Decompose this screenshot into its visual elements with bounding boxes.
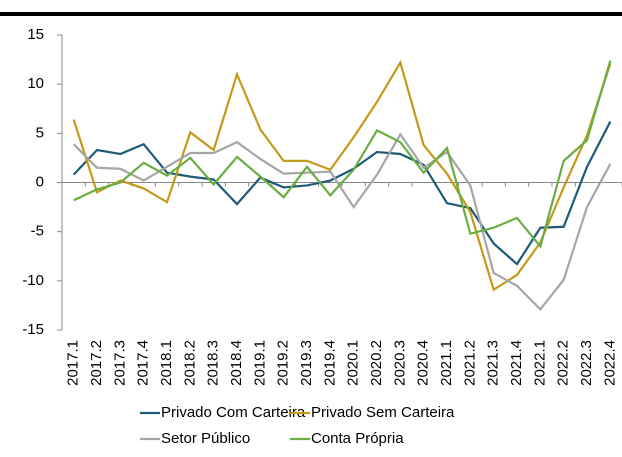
- x-tick-label: 2017.1: [65, 340, 82, 386]
- x-tick-label: 2021.4: [508, 340, 525, 386]
- y-tick-label: -5: [31, 223, 44, 240]
- legend-label: Setor Público: [161, 430, 250, 447]
- x-tick-label: 2019.3: [298, 340, 315, 386]
- legend-label: Privado Com Carteira: [161, 404, 306, 421]
- x-tick-label: 2021.2: [461, 340, 478, 386]
- series-line: [72, 121, 612, 266]
- legend-label: Conta Própria: [311, 430, 404, 447]
- x-tick-label: 2018.1: [158, 340, 175, 386]
- y-tick-label: -15: [22, 321, 44, 338]
- series-line: [72, 59, 612, 292]
- y-tick-label: 0: [36, 173, 44, 190]
- x-tick-label: 2022.2: [555, 340, 572, 386]
- x-tick-label: 2019.1: [251, 340, 268, 386]
- legend-label: Privado Sem Carteira: [311, 404, 455, 421]
- x-tick-label: 2022.1: [531, 340, 548, 386]
- series-line: [73, 60, 612, 249]
- x-tick-label: 2017.4: [135, 340, 152, 386]
- y-tick-label: 15: [27, 26, 44, 43]
- x-tick-label: 2018.3: [205, 340, 222, 386]
- x-tick-label: 2021.1: [438, 340, 455, 386]
- x-tick-label: 2017.2: [88, 340, 105, 386]
- x-tick-label: 2022.4: [601, 340, 618, 386]
- x-tick-label: 2020.3: [391, 340, 408, 386]
- x-tick-label: 2019.4: [321, 340, 338, 386]
- x-tick-label: 2017.3: [111, 340, 128, 386]
- series-line: [72, 132, 612, 312]
- y-tick-label: 10: [27, 75, 44, 92]
- y-tick-label: -10: [22, 272, 44, 289]
- x-tick-label: 2019.2: [275, 340, 292, 386]
- x-tick-label: 2018.4: [228, 340, 245, 386]
- x-tick-label: 2018.2: [181, 340, 198, 386]
- x-tick-label: 2020.1: [345, 340, 362, 386]
- x-tick-label: 2021.3: [485, 340, 502, 386]
- x-tick-label: 2020.2: [368, 340, 385, 386]
- header-rule: [0, 12, 622, 16]
- x-tick-label: 2020.4: [415, 340, 432, 386]
- y-tick-label: 5: [36, 124, 44, 141]
- x-tick-label: 2022.3: [578, 340, 595, 386]
